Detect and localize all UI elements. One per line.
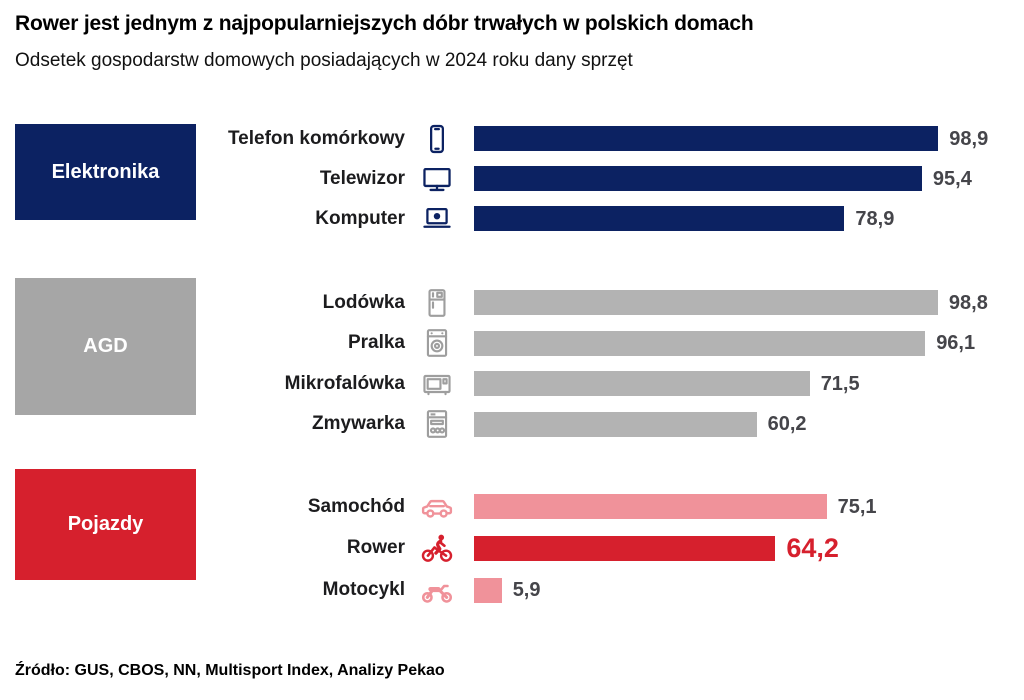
bar-value-telefon-kom-rkowy: 98,9 [949, 127, 989, 150]
row-label-telefon-kom-rkowy: Telefon komórkowy [227, 127, 405, 149]
bar-rower [474, 535, 776, 561]
chart-title: Rower jest jednym z najpopularniejszych … [15, 12, 754, 35]
row-label-rower: Rower [346, 537, 405, 558]
source-note: Źródło: GUS, CBOS, NN, Multisport Index,… [15, 662, 445, 679]
bar-samoch-d [474, 494, 827, 519]
category-box-elektronika: Elektronika [15, 124, 196, 220]
bar-motocykl [474, 577, 502, 603]
bar-value-pralka: 96,1 [936, 332, 976, 354]
row-label-pralka: Pralka [347, 332, 405, 353]
chart-subtitle: Odsetek gospodarstw domowych posiadający… [15, 50, 633, 71]
microwave-icon [420, 367, 454, 401]
bar-zmywarka [474, 411, 757, 437]
laptop-icon [420, 202, 454, 236]
bar-value-zmywarka: 60,2 [767, 413, 807, 435]
washing-machine-icon [420, 326, 454, 360]
phone-icon [420, 122, 454, 156]
category-box-pojazdy: Pojazdy [15, 469, 196, 580]
bar-value-samoch-d: 75,1 [837, 495, 877, 518]
bar-komputer [474, 206, 845, 231]
row-label-telewizor: Telewizor [319, 167, 405, 189]
bar-lod-wka [474, 290, 938, 315]
dishwasher-icon [420, 407, 454, 441]
bar-value-mikrofal-wka: 71,5 [820, 372, 860, 395]
row-label-samoch-d: Samochód [307, 495, 405, 517]
row-label-zmywarka: Zmywarka [312, 413, 405, 434]
bar-value-komputer: 78,9 [855, 207, 895, 230]
bicycle-icon [420, 531, 454, 565]
bar-mikrofal-wka [474, 371, 810, 396]
bar-value-lod-wka: 98,8 [948, 291, 988, 314]
fridge-icon [420, 286, 454, 320]
car-icon [420, 490, 454, 524]
row-label-mikrofal-wka: Mikrofalówka [284, 372, 405, 394]
row-label-motocykl: Motocykl [322, 579, 405, 600]
bar-value-rower: 64,2 [786, 533, 839, 563]
category-label: Pojazdy [67, 513, 144, 535]
category-box-agd: AGD [15, 278, 196, 415]
bar-value-telewizor: 95,4 [932, 167, 972, 190]
motorcycle-icon [420, 573, 454, 607]
row-label-lod-wka: Lodówka [322, 291, 405, 313]
bar-value-motocykl: 5,9 [512, 579, 541, 601]
row-label-komputer: Komputer [315, 207, 405, 229]
category-label: Elektronika [51, 160, 160, 183]
bar-telewizor [474, 166, 922, 191]
bar-telefon-kom-rkowy [474, 126, 939, 151]
bar-pralka [474, 330, 926, 356]
tv-icon [420, 162, 454, 196]
category-label: AGD [83, 335, 128, 357]
